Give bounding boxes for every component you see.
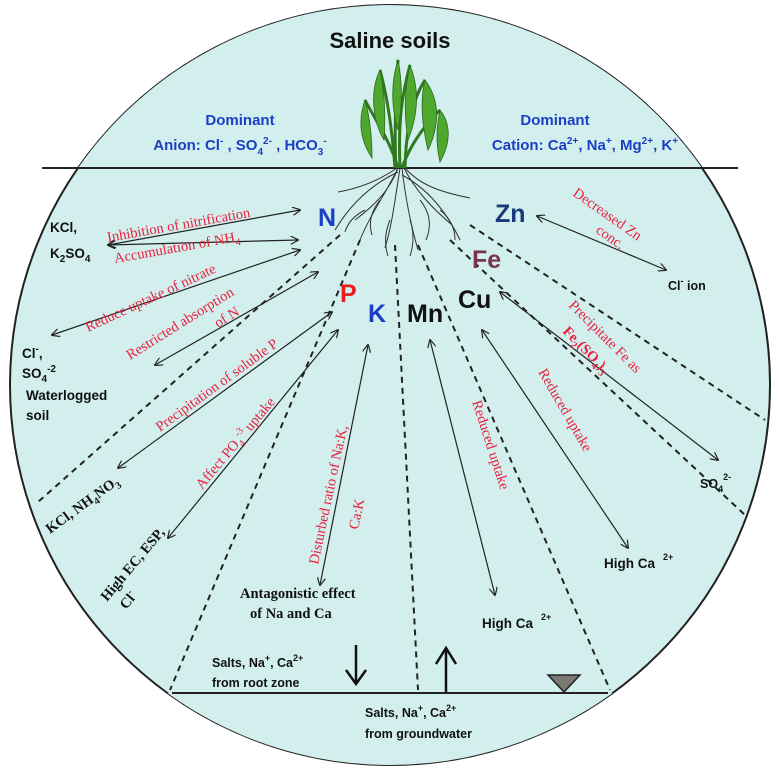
groundwater-salts-1: Salts, Na+, Ca2+	[365, 703, 456, 720]
dominant-anion-heading: Dominant	[205, 112, 274, 129]
element-Cu: Cu	[458, 286, 491, 314]
root-zone-salts-1: Salts, Na+, Ca2+	[212, 653, 303, 670]
element-Mn: Mn	[407, 300, 443, 328]
cause-so4-fe: SO42-	[700, 472, 731, 494]
diagram-title: Saline soils	[329, 28, 450, 53]
dominant-cation-line: Cation: Ca2+, Na+, Mg2+, K+	[492, 136, 678, 154]
cause-cl-ion: Cl- ion	[668, 276, 706, 293]
upward-salt-arrow-icon	[434, 645, 458, 692]
cause-kcl-1: KCl,	[50, 220, 77, 235]
groundwater-salts-2: from groundwater	[365, 727, 472, 741]
dominant-cation-heading: Dominant	[520, 112, 589, 129]
cause-high-ca-mn: High Ca 2+	[482, 612, 551, 631]
cause-so4-2: SO4-2	[22, 364, 56, 385]
cause-cl-1: Cl-,	[22, 344, 43, 361]
cause-waterlogged-2: soil	[26, 408, 49, 423]
cause-antagonistic-1: Antagonistic effect	[240, 586, 356, 602]
cause-waterlogged-1: Waterlogged	[26, 388, 107, 403]
cause-antagonistic-2: of Na and Ca	[250, 606, 333, 622]
plant-illustration	[360, 58, 449, 169]
element-N: N	[318, 204, 336, 232]
water-table-icon	[546, 674, 582, 694]
cause-kcl-2: K2SO4	[50, 246, 91, 265]
cause-high-ec-cl: Cl-	[115, 587, 140, 612]
effect-arrows	[52, 210, 718, 595]
element-Zn: Zn	[495, 200, 526, 228]
element-Fe: Fe	[472, 246, 501, 274]
cause-high-ca-cu: High Ca 2+	[604, 552, 673, 571]
root-system	[334, 167, 471, 257]
effect-disturbed-ratio-2: Ca:K	[346, 497, 368, 531]
element-K: K	[368, 300, 386, 328]
dominant-anion-line: Anion: Cl- , SO42- , HCO3-	[153, 136, 326, 158]
downward-salt-arrow-icon	[344, 645, 368, 687]
root-zone-salts-2: from root zone	[212, 676, 300, 690]
element-P: P	[340, 280, 357, 308]
